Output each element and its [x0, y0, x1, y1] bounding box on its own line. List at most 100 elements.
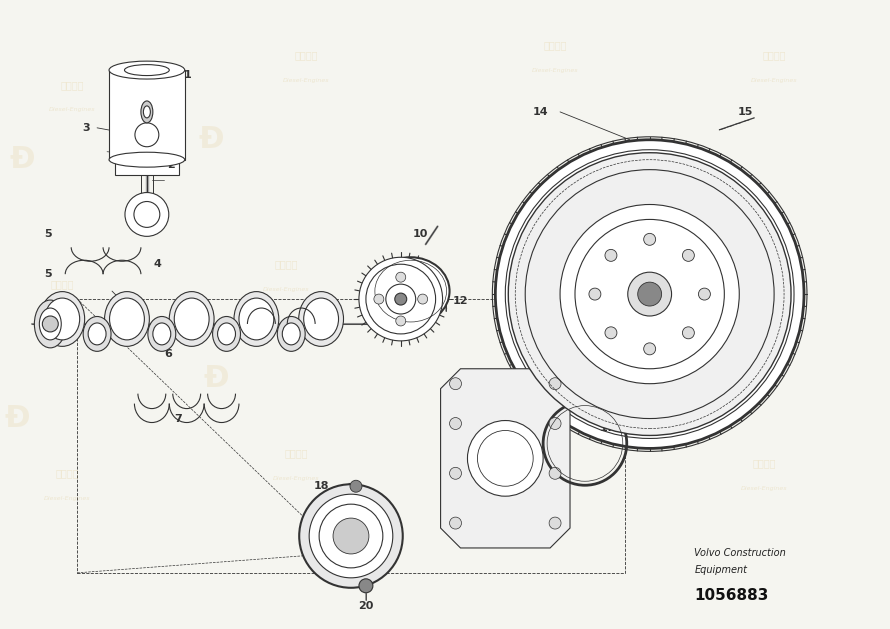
Circle shape	[374, 294, 384, 304]
Text: 紫发动力: 紫发动力	[742, 239, 766, 249]
Circle shape	[396, 316, 406, 326]
Circle shape	[333, 518, 368, 554]
Text: 12: 12	[452, 296, 468, 306]
Text: 8: 8	[293, 334, 301, 344]
Bar	[115, 157, 179, 175]
Text: 10: 10	[413, 230, 428, 240]
Text: 16: 16	[525, 455, 541, 465]
Text: Diesel-Engines: Diesel-Engines	[49, 108, 95, 113]
Text: 紫发动力: 紫发动力	[55, 469, 79, 478]
Circle shape	[467, 421, 543, 496]
Text: 紫发动力: 紫发动力	[51, 279, 74, 289]
Ellipse shape	[141, 101, 153, 123]
Text: Diesel-Engines: Diesel-Engines	[502, 277, 548, 282]
Text: 4: 4	[154, 259, 162, 269]
Text: 15: 15	[737, 107, 753, 117]
Text: Ð: Ð	[672, 394, 697, 423]
Circle shape	[359, 257, 442, 341]
Text: 17: 17	[600, 423, 615, 433]
Text: 18: 18	[313, 481, 329, 491]
Ellipse shape	[39, 308, 61, 340]
Text: Ð: Ð	[676, 155, 702, 184]
Text: Ð: Ð	[10, 145, 36, 174]
Circle shape	[134, 201, 160, 228]
Ellipse shape	[234, 292, 279, 347]
Circle shape	[449, 517, 462, 529]
Ellipse shape	[278, 316, 305, 352]
Ellipse shape	[174, 298, 209, 340]
Circle shape	[605, 249, 617, 261]
Circle shape	[309, 494, 392, 578]
Ellipse shape	[372, 257, 449, 325]
Circle shape	[683, 249, 694, 261]
Ellipse shape	[109, 61, 185, 79]
Circle shape	[125, 192, 169, 237]
Circle shape	[643, 233, 656, 245]
Text: Ð: Ð	[204, 364, 230, 393]
Text: 14: 14	[532, 107, 548, 117]
Text: Diesel-Engines: Diesel-Engines	[273, 476, 320, 481]
Circle shape	[627, 272, 672, 316]
Circle shape	[508, 153, 791, 435]
Circle shape	[396, 272, 406, 282]
Text: 紫发动力: 紫发动力	[514, 249, 537, 259]
Text: Diesel-Engines: Diesel-Engines	[44, 496, 91, 501]
Text: Volvo Construction: Volvo Construction	[694, 548, 786, 558]
Ellipse shape	[104, 292, 150, 347]
Ellipse shape	[148, 316, 175, 352]
Text: 1: 1	[183, 70, 191, 80]
Polygon shape	[441, 369, 570, 548]
Text: 5: 5	[44, 269, 53, 279]
Text: 紫发动力: 紫发动力	[763, 50, 786, 60]
Text: Diesel-Engines: Diesel-Engines	[39, 306, 85, 311]
Ellipse shape	[282, 323, 300, 345]
Circle shape	[638, 282, 661, 306]
Circle shape	[43, 316, 58, 332]
Circle shape	[299, 484, 403, 587]
Circle shape	[549, 418, 561, 430]
Text: 紫发动力: 紫发动力	[295, 50, 318, 60]
Text: 紫发动力: 紫发动力	[543, 40, 567, 50]
Circle shape	[449, 378, 462, 390]
Text: 13: 13	[694, 292, 710, 302]
Text: 1056883: 1056883	[694, 588, 769, 603]
Text: 紫发动力: 紫发动力	[274, 259, 298, 269]
Text: 3: 3	[83, 123, 90, 133]
Ellipse shape	[239, 298, 274, 340]
Text: 2: 2	[166, 160, 174, 170]
Ellipse shape	[35, 300, 66, 348]
Text: Diesel-Engines: Diesel-Engines	[263, 287, 310, 292]
Bar	[77, 299, 625, 573]
Ellipse shape	[153, 323, 171, 345]
Circle shape	[359, 579, 373, 593]
Circle shape	[643, 343, 656, 355]
Text: 9: 9	[398, 262, 406, 272]
Circle shape	[605, 327, 617, 339]
Circle shape	[449, 418, 462, 430]
Ellipse shape	[40, 292, 85, 347]
Circle shape	[496, 140, 804, 448]
Text: 5: 5	[44, 230, 53, 240]
Circle shape	[560, 204, 740, 384]
Circle shape	[135, 123, 158, 147]
Ellipse shape	[217, 323, 236, 345]
Ellipse shape	[88, 323, 106, 345]
Text: Ð: Ð	[4, 404, 30, 433]
Ellipse shape	[299, 292, 344, 347]
Ellipse shape	[109, 152, 185, 167]
Text: Diesel-Engines: Diesel-Engines	[751, 77, 797, 82]
Ellipse shape	[303, 298, 338, 340]
Circle shape	[417, 294, 427, 304]
Circle shape	[549, 467, 561, 479]
Circle shape	[589, 288, 601, 300]
Text: Diesel-Engines: Diesel-Engines	[740, 486, 788, 491]
Ellipse shape	[213, 316, 240, 352]
Bar	[109, 70, 185, 160]
Text: 紫发动力: 紫发动力	[61, 80, 84, 90]
Text: 19: 19	[303, 528, 320, 538]
Circle shape	[683, 327, 694, 339]
Text: 20: 20	[359, 601, 374, 611]
Text: 紫发动力: 紫发动力	[285, 448, 308, 459]
Ellipse shape	[143, 106, 150, 118]
Ellipse shape	[169, 292, 214, 347]
